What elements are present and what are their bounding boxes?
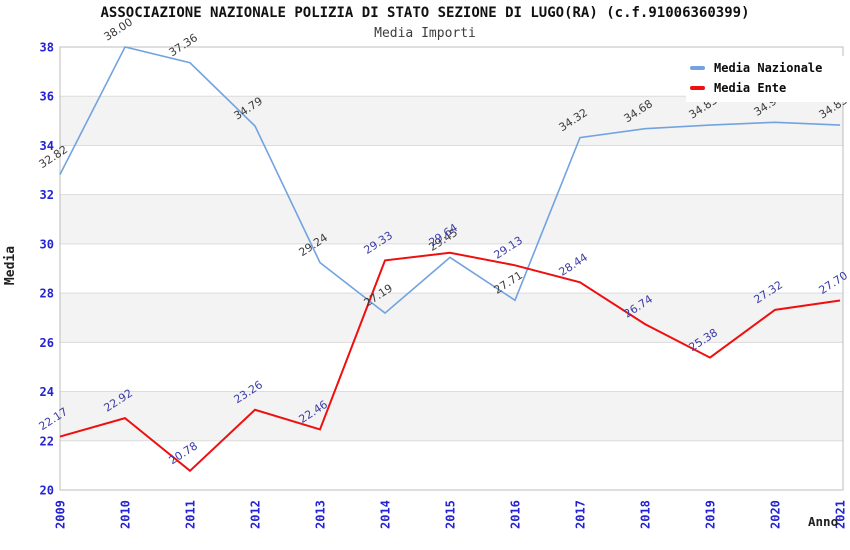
band: [60, 96, 843, 146]
data-label: 27.71: [492, 269, 525, 297]
x-tick-label: 2012: [249, 500, 263, 529]
band: [60, 194, 843, 244]
series-line-media-ente: [59, 251, 841, 473]
y-tick-label: 32: [40, 188, 54, 202]
x-tick-label: 2011: [184, 500, 198, 529]
x-tick-label: 2009: [54, 500, 68, 529]
data-label: 20.78: [167, 439, 200, 467]
legend-item-media-nazionale: Media Nazionale: [690, 61, 850, 75]
x-tick-label: 2018: [639, 500, 653, 529]
x-tick-label: 2013: [314, 500, 328, 529]
x-tick-label: 2016: [509, 500, 523, 529]
x-axis-title: Anno: [808, 514, 839, 529]
y-tick-label: 26: [40, 336, 54, 350]
chart-title: ASSOCIAZIONE NAZIONALE POLIZIA DI STATO …: [100, 5, 750, 21]
plot-border: [59, 46, 844, 491]
x-tick-label: 2021: [834, 500, 848, 529]
y-tick-label: 22: [40, 434, 54, 448]
legend-item-media-ente: Media Ente: [690, 81, 850, 95]
x-tick-label: 2017: [574, 500, 588, 529]
x-tick-label: 2010: [119, 500, 133, 529]
y-tick-label: 20: [40, 484, 54, 498]
y-tick-label: 34: [40, 139, 54, 153]
band: [60, 293, 843, 343]
band: [60, 391, 843, 441]
legend-label-nazionale: Media Nazionale: [714, 61, 823, 75]
x-tick-label: 2020: [769, 500, 783, 529]
legend-swatch-ente: [690, 86, 705, 90]
x-tick-label: 2019: [704, 500, 718, 529]
y-tick-label: 36: [40, 90, 54, 104]
data-label: 28.44: [557, 251, 590, 279]
chart-subtitle: Media Importi: [374, 26, 476, 41]
legend-label-ente: Media Ente: [714, 81, 787, 95]
x-tick-label: 2014: [379, 500, 393, 529]
y-tick-label: 24: [40, 385, 54, 399]
y-tick-label: 28: [40, 287, 54, 301]
data-label: 38.00: [102, 15, 135, 43]
x-tick-label: 2015: [444, 500, 458, 529]
legend: Media Nazionale Media Ente: [686, 56, 850, 102]
series-line-media-nazionale: [59, 46, 841, 315]
y-tick-label: 38: [40, 41, 54, 55]
y-tick-label: 30: [40, 237, 54, 251]
legend-swatch-nazionale: [690, 66, 705, 70]
data-label: 37.36: [167, 31, 200, 59]
